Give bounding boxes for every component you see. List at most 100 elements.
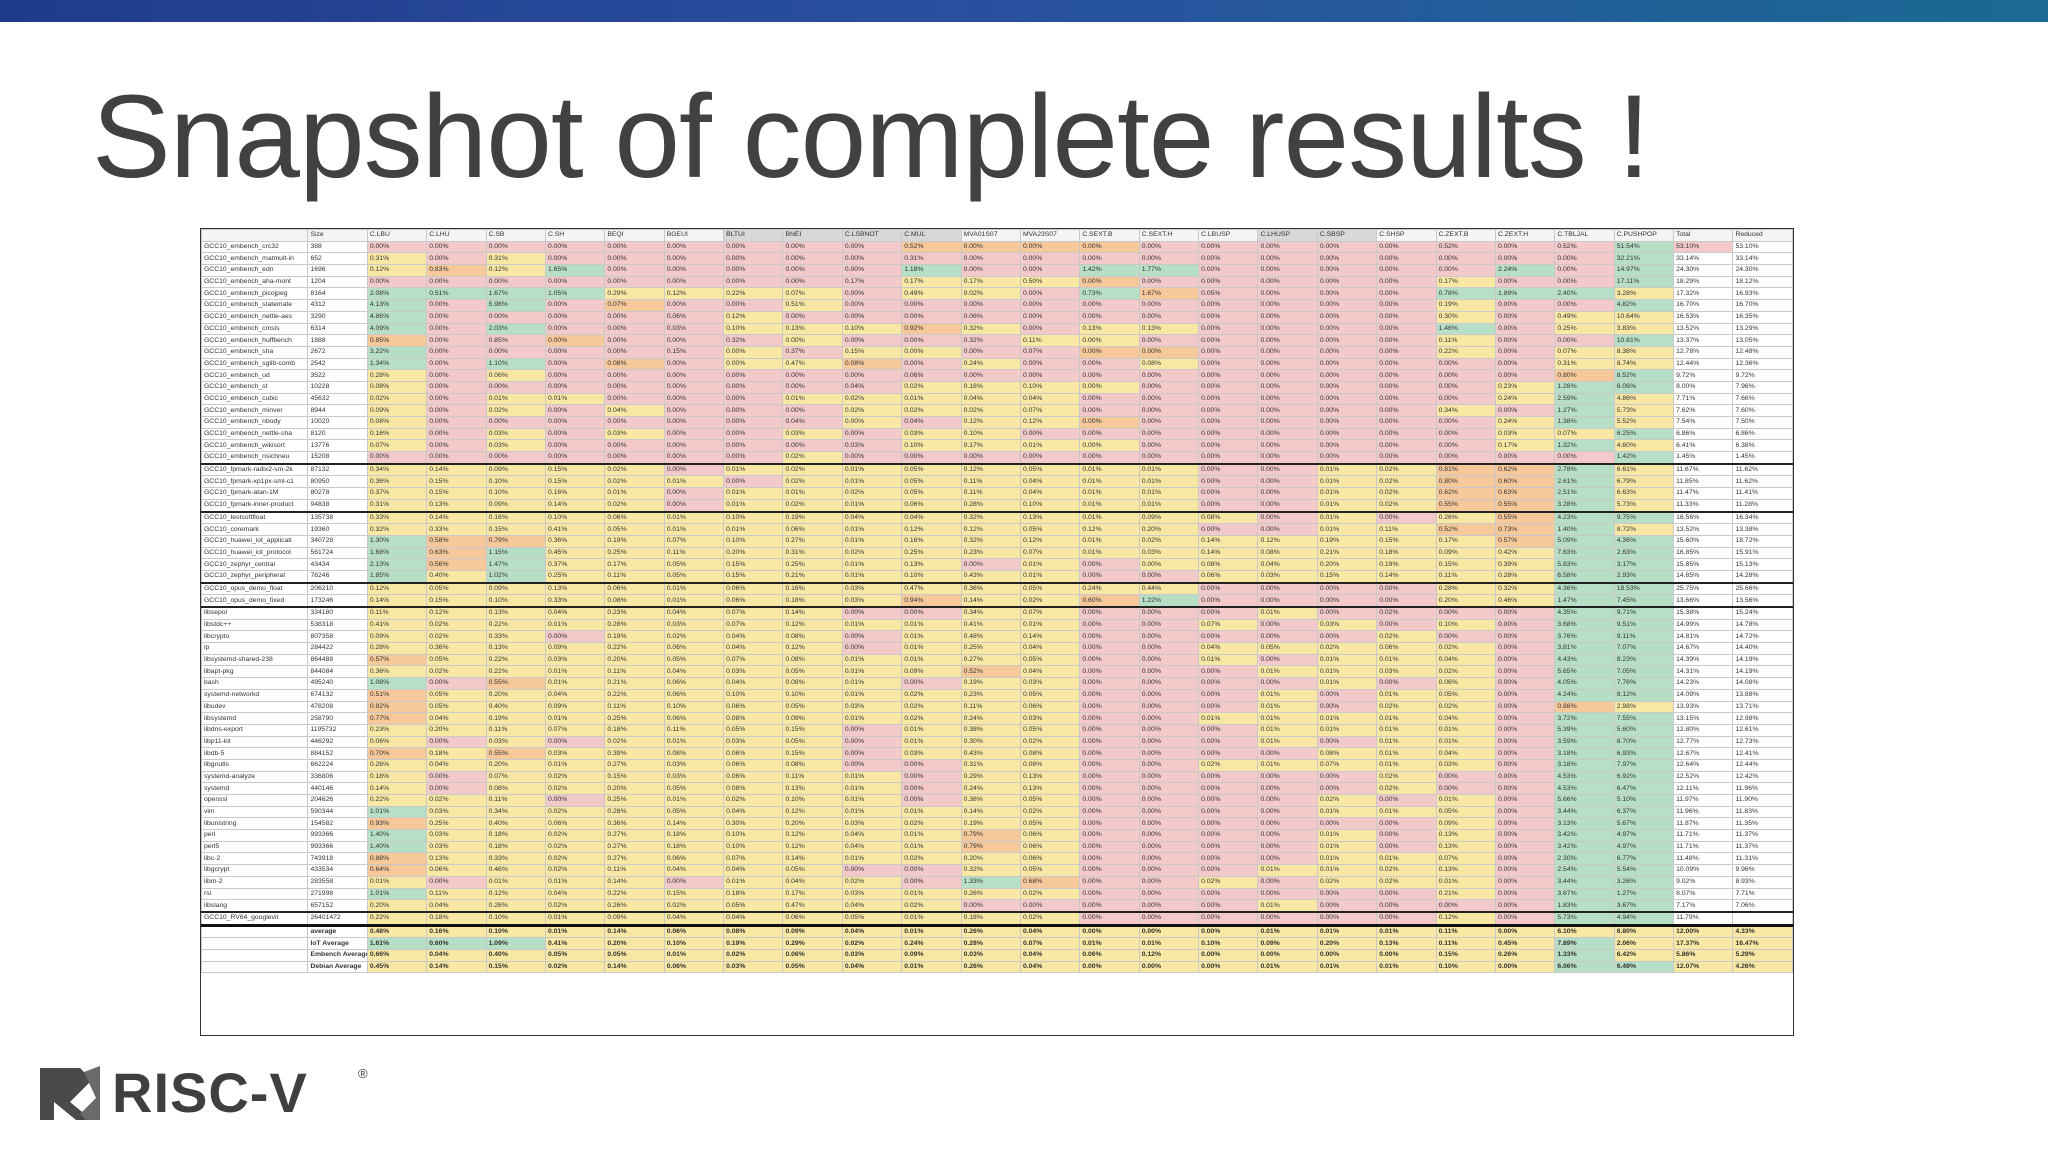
- value-cell: 0.18%: [426, 747, 487, 760]
- value-cell: 13.93%: [1673, 700, 1734, 714]
- value-cell: 13.88%: [1732, 688, 1793, 702]
- value-cell: 0.00%: [1316, 735, 1378, 749]
- value-cell: 11.85%: [1673, 475, 1734, 489]
- row-name: GCC10_RV64_googlevit: [201, 910, 309, 926]
- value-cell: 0.64%: [366, 864, 428, 877]
- value-cell: 0.00%: [1316, 240, 1378, 254]
- value-cell: 0.04%: [841, 899, 903, 913]
- value-cell: 16.70%: [1732, 299, 1793, 312]
- value-cell: 0.09%: [901, 665, 962, 679]
- row-name: GCC10_embench_nsichneu: [201, 451, 309, 465]
- value-cell: 0.00%: [663, 462, 725, 477]
- value-cell: 0.02%: [1376, 462, 1437, 477]
- average-cell: 0.02%: [723, 948, 784, 962]
- value-cell: 15.60%: [1673, 534, 1734, 548]
- value-cell: 0.17%: [1494, 439, 1556, 453]
- value-cell: 0.22%: [604, 688, 665, 702]
- value-cell: 0.05%: [1019, 723, 1081, 737]
- value-cell: 0.00%: [544, 380, 606, 394]
- row-name: perl: [201, 829, 309, 842]
- value-cell: 7.54%: [1673, 416, 1734, 429]
- value-cell: 0.00%: [1198, 275, 1259, 289]
- value-cell: 0.00%: [663, 299, 725, 312]
- value-cell: 0.00%: [1079, 688, 1140, 702]
- row-size: 993366: [307, 840, 368, 854]
- value-cell: 0.00%: [663, 240, 725, 254]
- value-cell: 0.00%: [1079, 829, 1140, 842]
- value-cell: 0.00%: [1316, 700, 1378, 714]
- value-cell: 0.00%: [1435, 605, 1496, 620]
- value-cell: 0.02%: [1376, 498, 1437, 513]
- value-cell: 0.00%: [1376, 369, 1437, 382]
- value-cell: 0.02%: [485, 404, 546, 417]
- value-cell: 0.18%: [426, 910, 487, 926]
- row-size: 154582: [307, 817, 368, 831]
- value-cell: 0.02%: [544, 840, 606, 854]
- row-name: GCC10_embench_cubic: [201, 392, 309, 406]
- value-cell: 0.21%: [782, 569, 843, 584]
- value-cell: 0.39%: [604, 747, 665, 760]
- value-cell: 0.00%: [485, 416, 546, 429]
- value-cell: 11.28%: [1732, 498, 1793, 513]
- value-cell: 0.03%: [723, 665, 784, 679]
- value-cell: 9.72%: [1673, 369, 1734, 382]
- row-name: GCC10_zephyr_central: [201, 558, 309, 571]
- value-cell: 0.12%: [1435, 910, 1496, 926]
- value-cell: 0.00%: [1079, 451, 1140, 465]
- value-cell: 0.00%: [1198, 380, 1259, 394]
- value-cell: 0.77%: [366, 712, 428, 725]
- value-cell: 7.96%: [1732, 380, 1793, 394]
- value-cell: 1.67%: [485, 287, 546, 301]
- value-cell: 12.41%: [1732, 747, 1793, 760]
- row-size: 884152: [307, 747, 368, 760]
- value-cell: 0.00%: [1138, 416, 1200, 429]
- value-cell: 0.02%: [604, 475, 665, 489]
- average-cell: 0.01%: [1257, 923, 1318, 939]
- value-cell: 0.00%: [1138, 439, 1200, 453]
- value-cell: 0.23%: [366, 723, 428, 737]
- value-cell: 17.11%: [1613, 275, 1675, 289]
- value-cell: 0.00%: [901, 677, 962, 690]
- value-cell: 0.00%: [1079, 299, 1140, 312]
- row-name: libgnutls: [201, 758, 309, 772]
- row-size: 388: [307, 240, 368, 254]
- value-cell: 0.01%: [782, 392, 843, 406]
- value-cell: 0.01%: [1257, 700, 1318, 714]
- value-cell: 0.04%: [663, 864, 725, 877]
- value-cell: 0.00%: [1138, 380, 1200, 394]
- value-cell: 0.04%: [544, 688, 606, 702]
- value-cell: 0.00%: [1435, 392, 1496, 406]
- value-cell: 0.34%: [1435, 404, 1496, 417]
- value-cell: 0.01%: [1376, 758, 1437, 772]
- value-cell: 0.02%: [366, 392, 428, 406]
- value-cell: 0.09%: [485, 462, 546, 477]
- value-cell: 0.15%: [782, 723, 843, 737]
- value-cell: 0.03%: [1435, 758, 1496, 772]
- value-cell: 0.06%: [663, 688, 725, 702]
- value-cell: 0.00%: [1435, 439, 1496, 453]
- average-cell: 1.09%: [485, 937, 546, 950]
- value-cell: 0.00%: [1198, 240, 1259, 254]
- value-cell: 1.65%: [544, 264, 606, 277]
- row-size: 6314: [307, 322, 368, 336]
- value-cell: 5.73%: [1613, 498, 1675, 513]
- value-cell: 0.00%: [1079, 392, 1140, 406]
- value-cell: 0.00%: [1257, 451, 1318, 465]
- value-cell: 0.31%: [901, 252, 962, 266]
- column-header: C.SEXT.B: [1079, 229, 1140, 242]
- value-cell: 0.20%: [485, 688, 546, 702]
- value-cell: 7.17%: [1673, 899, 1734, 913]
- average-cell: 0.04%: [1019, 923, 1081, 939]
- average-cell: 0.14%: [426, 960, 487, 974]
- row-name: systemd-networkd: [201, 688, 309, 702]
- value-cell: 2.03%: [485, 322, 546, 336]
- value-cell: 0.03%: [1376, 665, 1437, 679]
- row-size: 8120: [307, 427, 368, 441]
- table-row: libcrypto 807358 0.09% 0.02% 0.33% 0.00% 0.19%…: [201, 630, 1793, 644]
- value-cell: 0.01%: [544, 910, 606, 926]
- value-cell: 0.22%: [604, 887, 665, 901]
- row-size: 26401472: [307, 910, 368, 926]
- value-cell: 0.24%: [1079, 581, 1140, 596]
- value-cell: 0.13%: [1019, 782, 1081, 795]
- value-cell: 18.12%: [1732, 275, 1793, 289]
